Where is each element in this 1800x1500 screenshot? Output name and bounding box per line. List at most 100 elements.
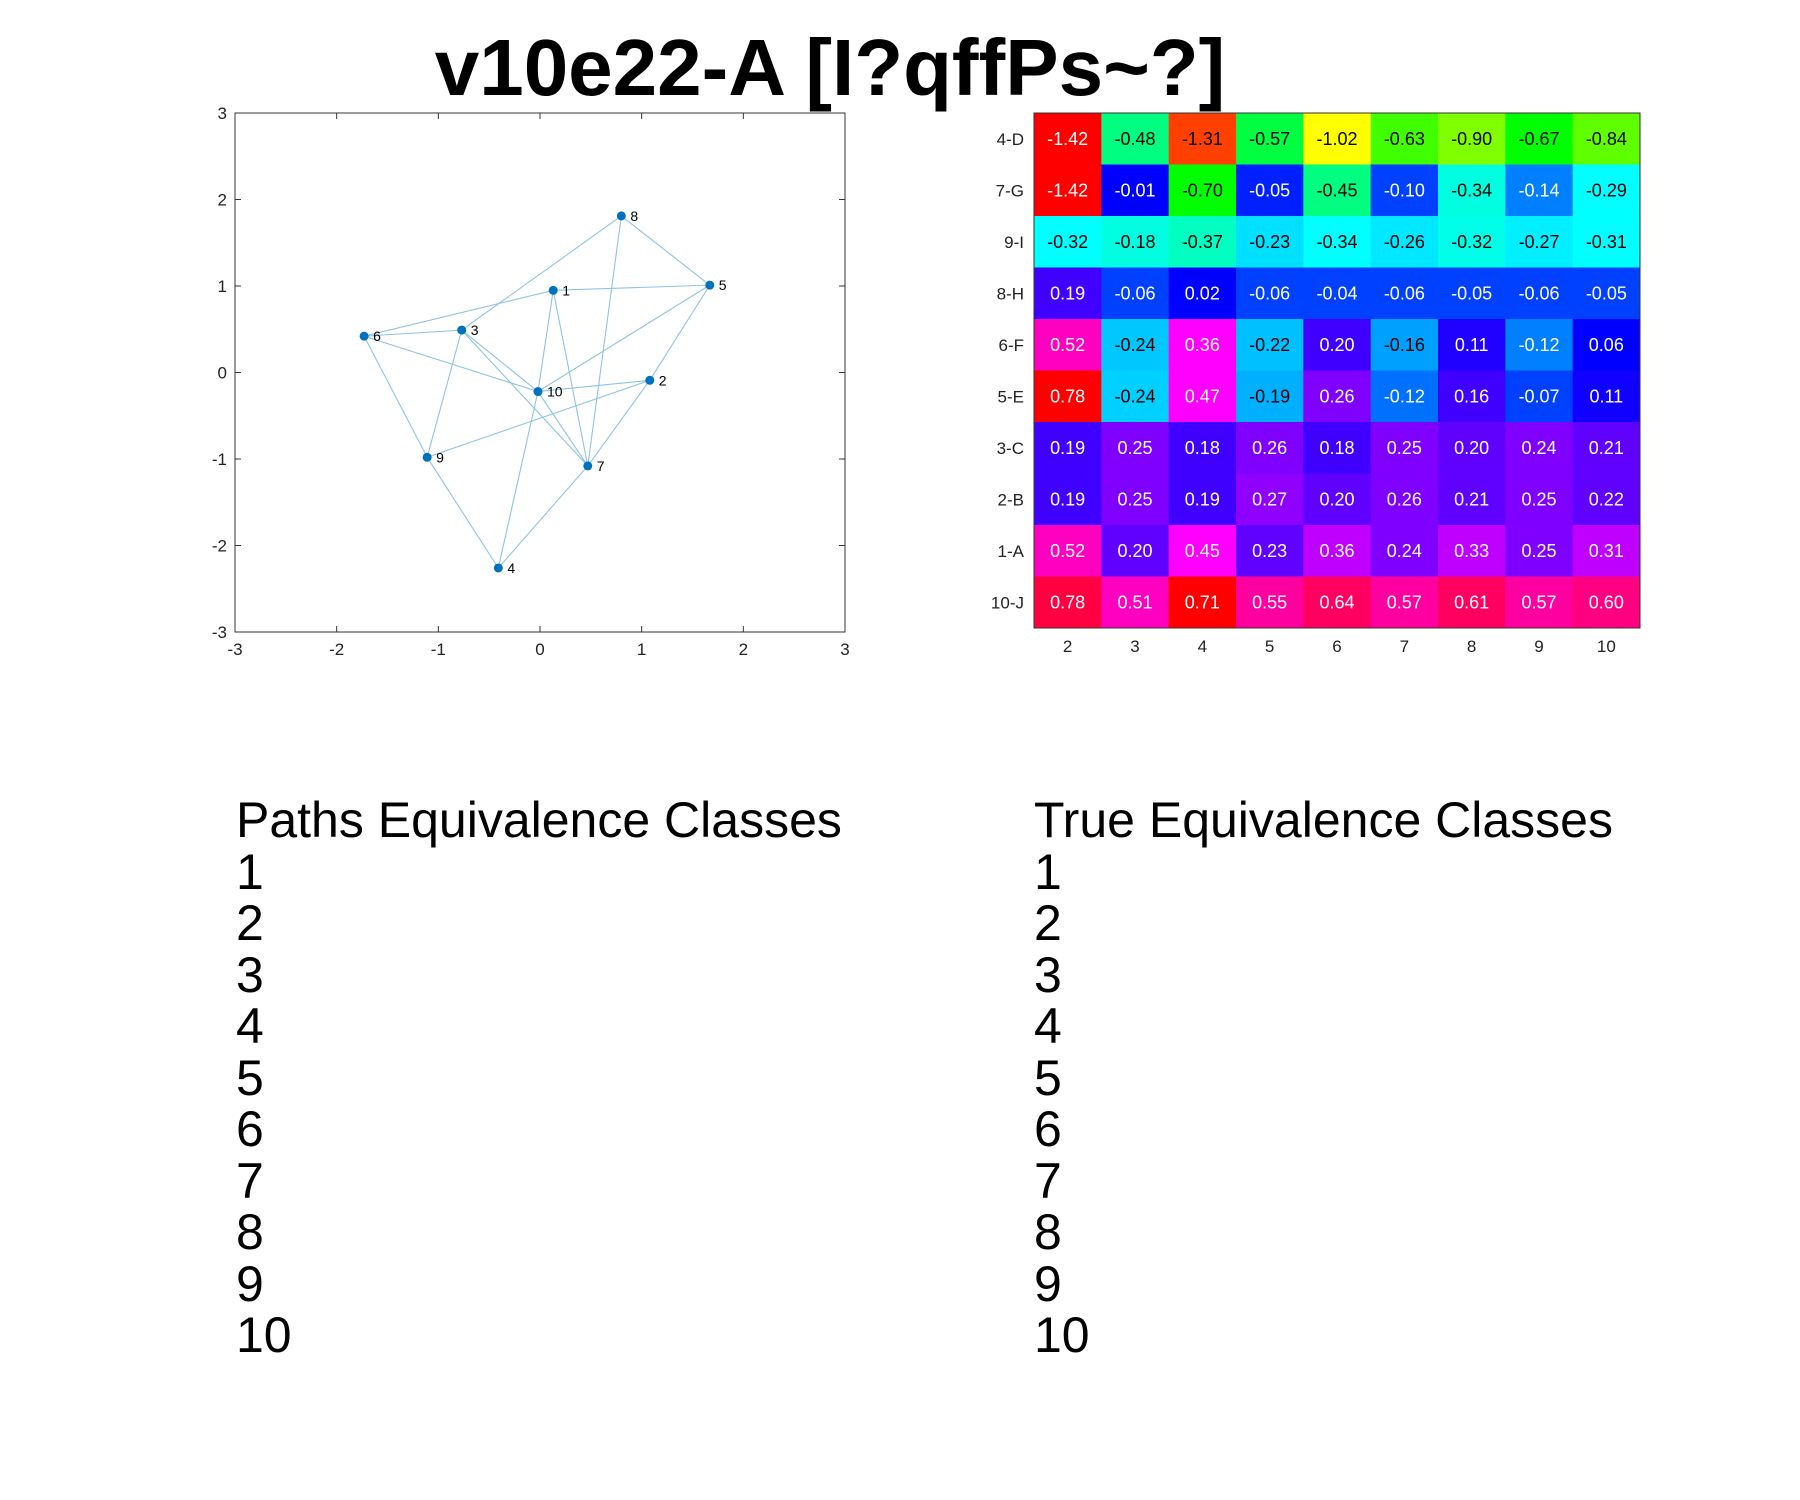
x-tick-label: 1 [637, 640, 646, 659]
heatmap-cell [1101, 576, 1170, 629]
heatmap-cell [1572, 267, 1641, 320]
graph-node-label: 4 [507, 560, 515, 576]
heatmap-cell [1370, 370, 1439, 423]
heatmap-cell [1505, 473, 1574, 526]
heatmap-cell-label: -1.42 [1047, 180, 1088, 200]
heatmap-cell-label: 0.36 [1319, 541, 1354, 561]
paths-class-item: 4 [236, 998, 264, 1054]
heatmap-cell-label: -0.84 [1586, 129, 1627, 149]
heatmap-cell-label: 0.19 [1050, 438, 1085, 458]
heatmap-cell-label: -0.34 [1451, 180, 1492, 200]
paths-class-item: 6 [236, 1101, 264, 1157]
heatmap-cell-label: -0.12 [1518, 335, 1559, 355]
heatmap-cell [1168, 525, 1237, 577]
heatmap-cell [1236, 319, 1304, 371]
heatmap-cell-label: 0.20 [1117, 541, 1152, 561]
heatmap-cell-label: 0.25 [1117, 438, 1152, 458]
heatmap-cell [1370, 473, 1439, 526]
heatmap-cell-label: -0.05 [1586, 283, 1627, 303]
x-tick-label: -2 [329, 640, 344, 659]
heatmap-cell [1572, 422, 1641, 474]
graph-edge [537, 391, 589, 467]
heatmap-cell [1572, 113, 1641, 165]
y-tick-label: -2 [212, 537, 227, 556]
heatmap-cell [1438, 216, 1506, 268]
graph-edge [461, 215, 622, 331]
heatmap-cell [1236, 422, 1304, 474]
graph-edge [363, 335, 539, 393]
heatmap-col-label: 6 [1332, 637, 1341, 656]
heatmap-row-label: 9-I [1004, 233, 1024, 252]
heatmap-cell-label: 0.11 [1455, 335, 1489, 355]
heatmap-cell-label: -0.63 [1384, 129, 1425, 149]
heatmap-cell-label: 0.60 [1589, 592, 1624, 612]
heatmap-cell-label: 0.33 [1454, 541, 1489, 561]
heatmap-cell-label: 0.71 [1185, 592, 1220, 612]
y-tick-label: 2 [218, 191, 227, 210]
heatmap-cell [1438, 473, 1506, 526]
plot-frame [234, 112, 846, 633]
heatmap-cell [1572, 576, 1641, 629]
heatmap-cell [1505, 113, 1574, 165]
x-tick-label: 2 [739, 640, 748, 659]
heatmap-cell [1572, 216, 1641, 268]
heatmap-row-label: 7-G [996, 181, 1024, 200]
heatmap-cell-label: 0.61 [1454, 592, 1489, 612]
heatmap-cell-label: 0.51 [1117, 592, 1152, 612]
x-tick-label: 3 [840, 640, 849, 659]
graph-node [616, 211, 626, 221]
heatmap-cell [1438, 525, 1506, 577]
heatmap-cell-label: -0.90 [1451, 129, 1492, 149]
heatmap-col-label: 5 [1265, 637, 1274, 656]
heatmap-cell-label: -0.29 [1586, 180, 1627, 200]
true-class-item: 6 [1034, 1101, 1062, 1157]
heatmap-cell [1034, 525, 1102, 577]
heatmap-cell [1370, 319, 1439, 371]
graph-edge [363, 289, 554, 337]
heatmap-col-label: 4 [1198, 637, 1207, 656]
heatmap-cell-label: -0.24 [1114, 335, 1155, 355]
heatmap-cell [1438, 370, 1506, 423]
heatmap-cell-label: -0.24 [1114, 386, 1155, 406]
heatmap-cell-label: -0.37 [1182, 232, 1223, 252]
heatmap-cell-label: -0.19 [1249, 386, 1290, 406]
graph-node [583, 461, 593, 471]
heatmap-cell [1370, 164, 1439, 217]
heatmap-cell [1505, 422, 1574, 474]
heatmap-cell-label: -0.18 [1114, 232, 1155, 252]
graph-node-label: 2 [659, 372, 667, 388]
heatmap-row-label: 6-F [999, 336, 1025, 355]
heatmap-cell [1168, 370, 1237, 423]
graph-edge [587, 215, 622, 466]
heatmap-row-label: 4-D [997, 130, 1024, 149]
y-tick-label: 3 [218, 104, 227, 123]
heatmap-cell-label: 0.55 [1252, 592, 1287, 612]
heatmap-cell-label: -0.67 [1518, 129, 1559, 149]
heatmap-cell-label: -0.32 [1451, 232, 1492, 252]
heatmap-cell-label: 0.52 [1050, 541, 1085, 561]
heatmap-cell-label: 0.06 [1589, 335, 1624, 355]
heatmap-cell-label: 0.19 [1185, 489, 1220, 509]
heatmap-cell-label: 0.25 [1387, 438, 1422, 458]
heatmap-cell [1101, 164, 1170, 217]
heatmap-cell [1236, 576, 1304, 629]
paths-class-item: 10 [236, 1307, 292, 1363]
heatmap-cell [1303, 113, 1372, 165]
heatmap-row-label: 10-J [991, 593, 1024, 612]
heatmap-cell [1572, 319, 1641, 371]
heatmap-cell [1236, 370, 1304, 423]
graph-node [533, 387, 543, 397]
heatmap-cell-label: -0.70 [1182, 180, 1223, 200]
heatmap-frame [1033, 112, 1641, 629]
heatmap-cell-label: -0.32 [1047, 232, 1088, 252]
graph-edge [620, 215, 711, 286]
heatmap-cell-label: 0.36 [1185, 335, 1220, 355]
heatmap-cell [1168, 319, 1237, 371]
heatmap-cell-label: -0.48 [1114, 129, 1155, 149]
heatmap-cell [1303, 422, 1372, 474]
graph-edge [537, 379, 650, 393]
graph-node-label: 10 [547, 384, 563, 400]
heatmap-cell-label: -0.01 [1114, 180, 1155, 200]
heatmap-cell-label: 0.16 [1454, 386, 1489, 406]
heatmap-cell [1034, 370, 1102, 423]
